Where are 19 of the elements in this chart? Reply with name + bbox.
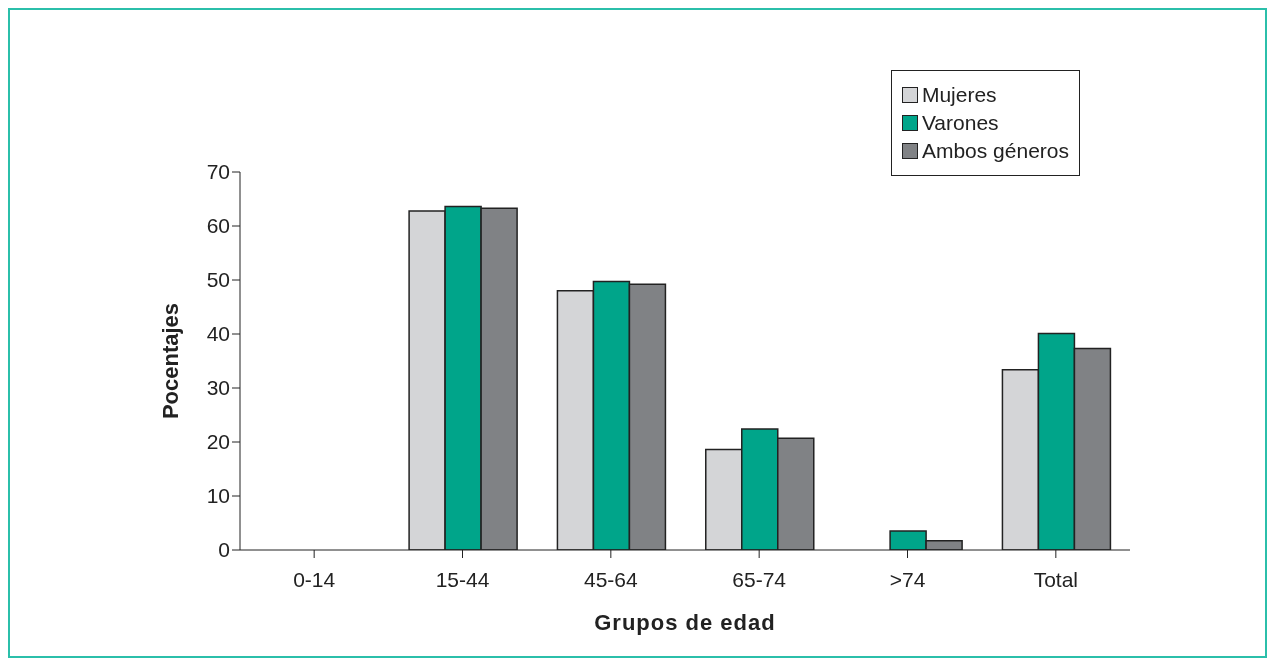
y-tick-label: 50 — [206, 268, 230, 292]
x-tick-label: Total — [1033, 567, 1079, 591]
y-tick-label: 70 — [206, 160, 230, 184]
y-tick-label: 0 — [218, 538, 230, 562]
x-tick-label: 45-64 — [583, 567, 638, 591]
y-tick-label: 40 — [206, 322, 230, 346]
legend-label: Ambos géneros — [921, 139, 1069, 163]
legend-label: Mujeres — [921, 83, 997, 107]
legend-label: Varones — [921, 111, 999, 135]
x-tick-label: 15-44 — [435, 567, 490, 591]
y-axis-title: Pocentajes — [157, 302, 183, 420]
y-tick-label: 30 — [206, 376, 230, 400]
x-axis-title: Grupos de edad — [594, 610, 776, 635]
y-tick-label: 60 — [206, 214, 230, 238]
y-tick-label: 10 — [206, 484, 230, 508]
x-tick-label: 65-74 — [732, 567, 787, 591]
y-tick-label: 20 — [206, 430, 230, 454]
x-tick-label: >74 — [889, 567, 926, 591]
x-tick-label: 0-14 — [293, 567, 336, 591]
